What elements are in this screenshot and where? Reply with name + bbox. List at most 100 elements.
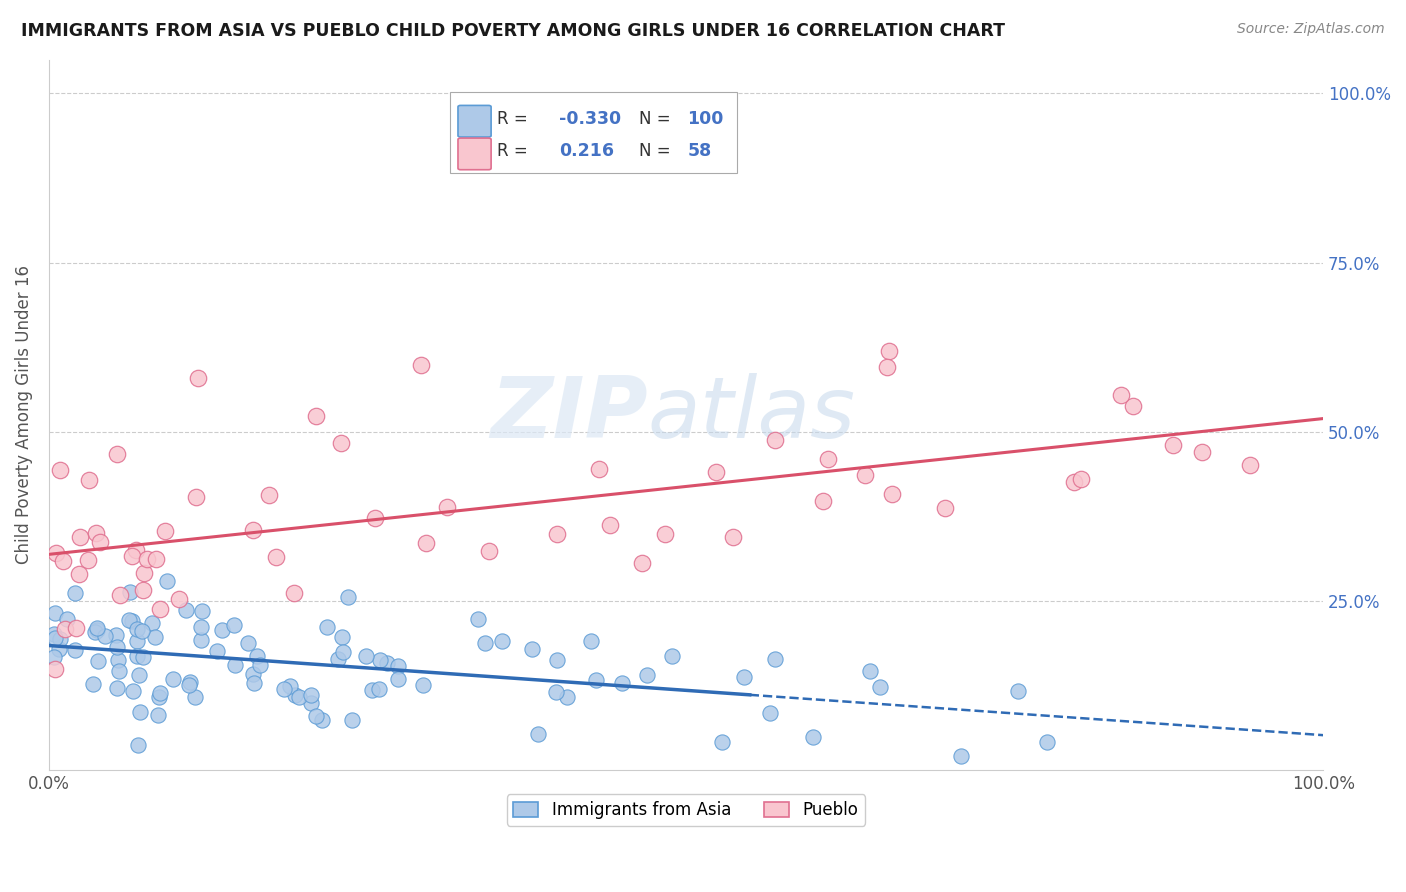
Point — [316, 619, 339, 633]
Point — [610, 676, 633, 690]
Point — [121, 549, 143, 563]
Point — [249, 658, 271, 673]
Point — [882, 487, 904, 501]
Point — [190, 604, 212, 618]
Point — [44, 626, 66, 640]
Text: 58: 58 — [688, 142, 711, 160]
Point — [661, 648, 683, 663]
Point — [131, 582, 153, 597]
Point — [326, 651, 349, 665]
Point — [86, 620, 108, 634]
Point — [733, 670, 755, 684]
FancyBboxPatch shape — [450, 92, 737, 173]
Point — [763, 433, 786, 447]
Point — [222, 618, 245, 632]
Point — [145, 552, 167, 566]
Point — [143, 630, 166, 644]
Text: R =: R = — [498, 142, 533, 160]
Point — [132, 649, 155, 664]
Point — [128, 706, 150, 720]
Point — [527, 727, 550, 741]
Point — [236, 636, 259, 650]
Point — [336, 590, 359, 604]
Point — [332, 645, 354, 659]
Point — [177, 678, 200, 692]
Point — [48, 642, 70, 657]
Point — [544, 685, 567, 699]
Point — [242, 667, 264, 681]
Point — [284, 689, 307, 703]
Point — [801, 731, 824, 745]
Point — [44, 661, 66, 675]
Point — [654, 526, 676, 541]
Point — [117, 613, 139, 627]
Point — [387, 659, 409, 673]
Point — [546, 526, 568, 541]
Point — [52, 554, 75, 568]
Point — [491, 634, 513, 648]
Point — [211, 623, 233, 637]
Point — [356, 648, 378, 663]
Point — [758, 706, 780, 720]
Point — [817, 451, 839, 466]
Point — [84, 624, 107, 639]
Point — [340, 713, 363, 727]
Point — [1191, 445, 1213, 459]
Point — [467, 612, 489, 626]
Point — [636, 668, 658, 682]
Point — [107, 653, 129, 667]
Point — [42, 650, 65, 665]
Point — [76, 553, 98, 567]
Point — [82, 677, 104, 691]
Point — [588, 462, 610, 476]
Point — [721, 530, 744, 544]
Point — [156, 574, 179, 588]
Point — [1111, 387, 1133, 401]
Point — [105, 447, 128, 461]
Point — [149, 686, 172, 700]
Point — [174, 603, 197, 617]
Point — [332, 630, 354, 644]
Point — [474, 636, 496, 650]
Point — [136, 552, 159, 566]
Point — [706, 465, 728, 479]
Text: 0.216: 0.216 — [558, 142, 613, 160]
Point — [44, 606, 66, 620]
Point — [190, 620, 212, 634]
Point — [283, 586, 305, 600]
Point — [128, 667, 150, 681]
Point — [205, 644, 228, 658]
Point — [585, 673, 607, 687]
Point — [288, 690, 311, 704]
Point — [86, 623, 108, 637]
Point — [125, 648, 148, 663]
Point — [118, 585, 141, 599]
Point — [179, 675, 201, 690]
Point — [121, 614, 143, 628]
Point — [934, 501, 956, 516]
Point — [131, 624, 153, 639]
Point — [53, 623, 76, 637]
Point — [49, 463, 72, 477]
Point — [146, 707, 169, 722]
Point — [190, 632, 212, 647]
Point — [1239, 458, 1261, 472]
Point — [364, 511, 387, 525]
Point — [1161, 438, 1184, 452]
Point — [368, 681, 391, 696]
Point — [278, 679, 301, 693]
Point — [89, 534, 111, 549]
Point — [631, 556, 654, 570]
Point — [478, 543, 501, 558]
Point — [869, 681, 891, 695]
Point — [56, 612, 79, 626]
Point — [950, 749, 973, 764]
Point — [186, 490, 208, 504]
Text: IMMIGRANTS FROM ASIA VS PUEBLO CHILD POVERTY AMONG GIRLS UNDER 16 CORRELATION CH: IMMIGRANTS FROM ASIA VS PUEBLO CHILD POV… — [21, 22, 1005, 40]
Point — [77, 473, 100, 487]
Point — [1070, 472, 1092, 486]
Point — [184, 690, 207, 705]
Point — [187, 370, 209, 384]
Point — [246, 648, 269, 663]
Text: atlas: atlas — [648, 373, 856, 457]
